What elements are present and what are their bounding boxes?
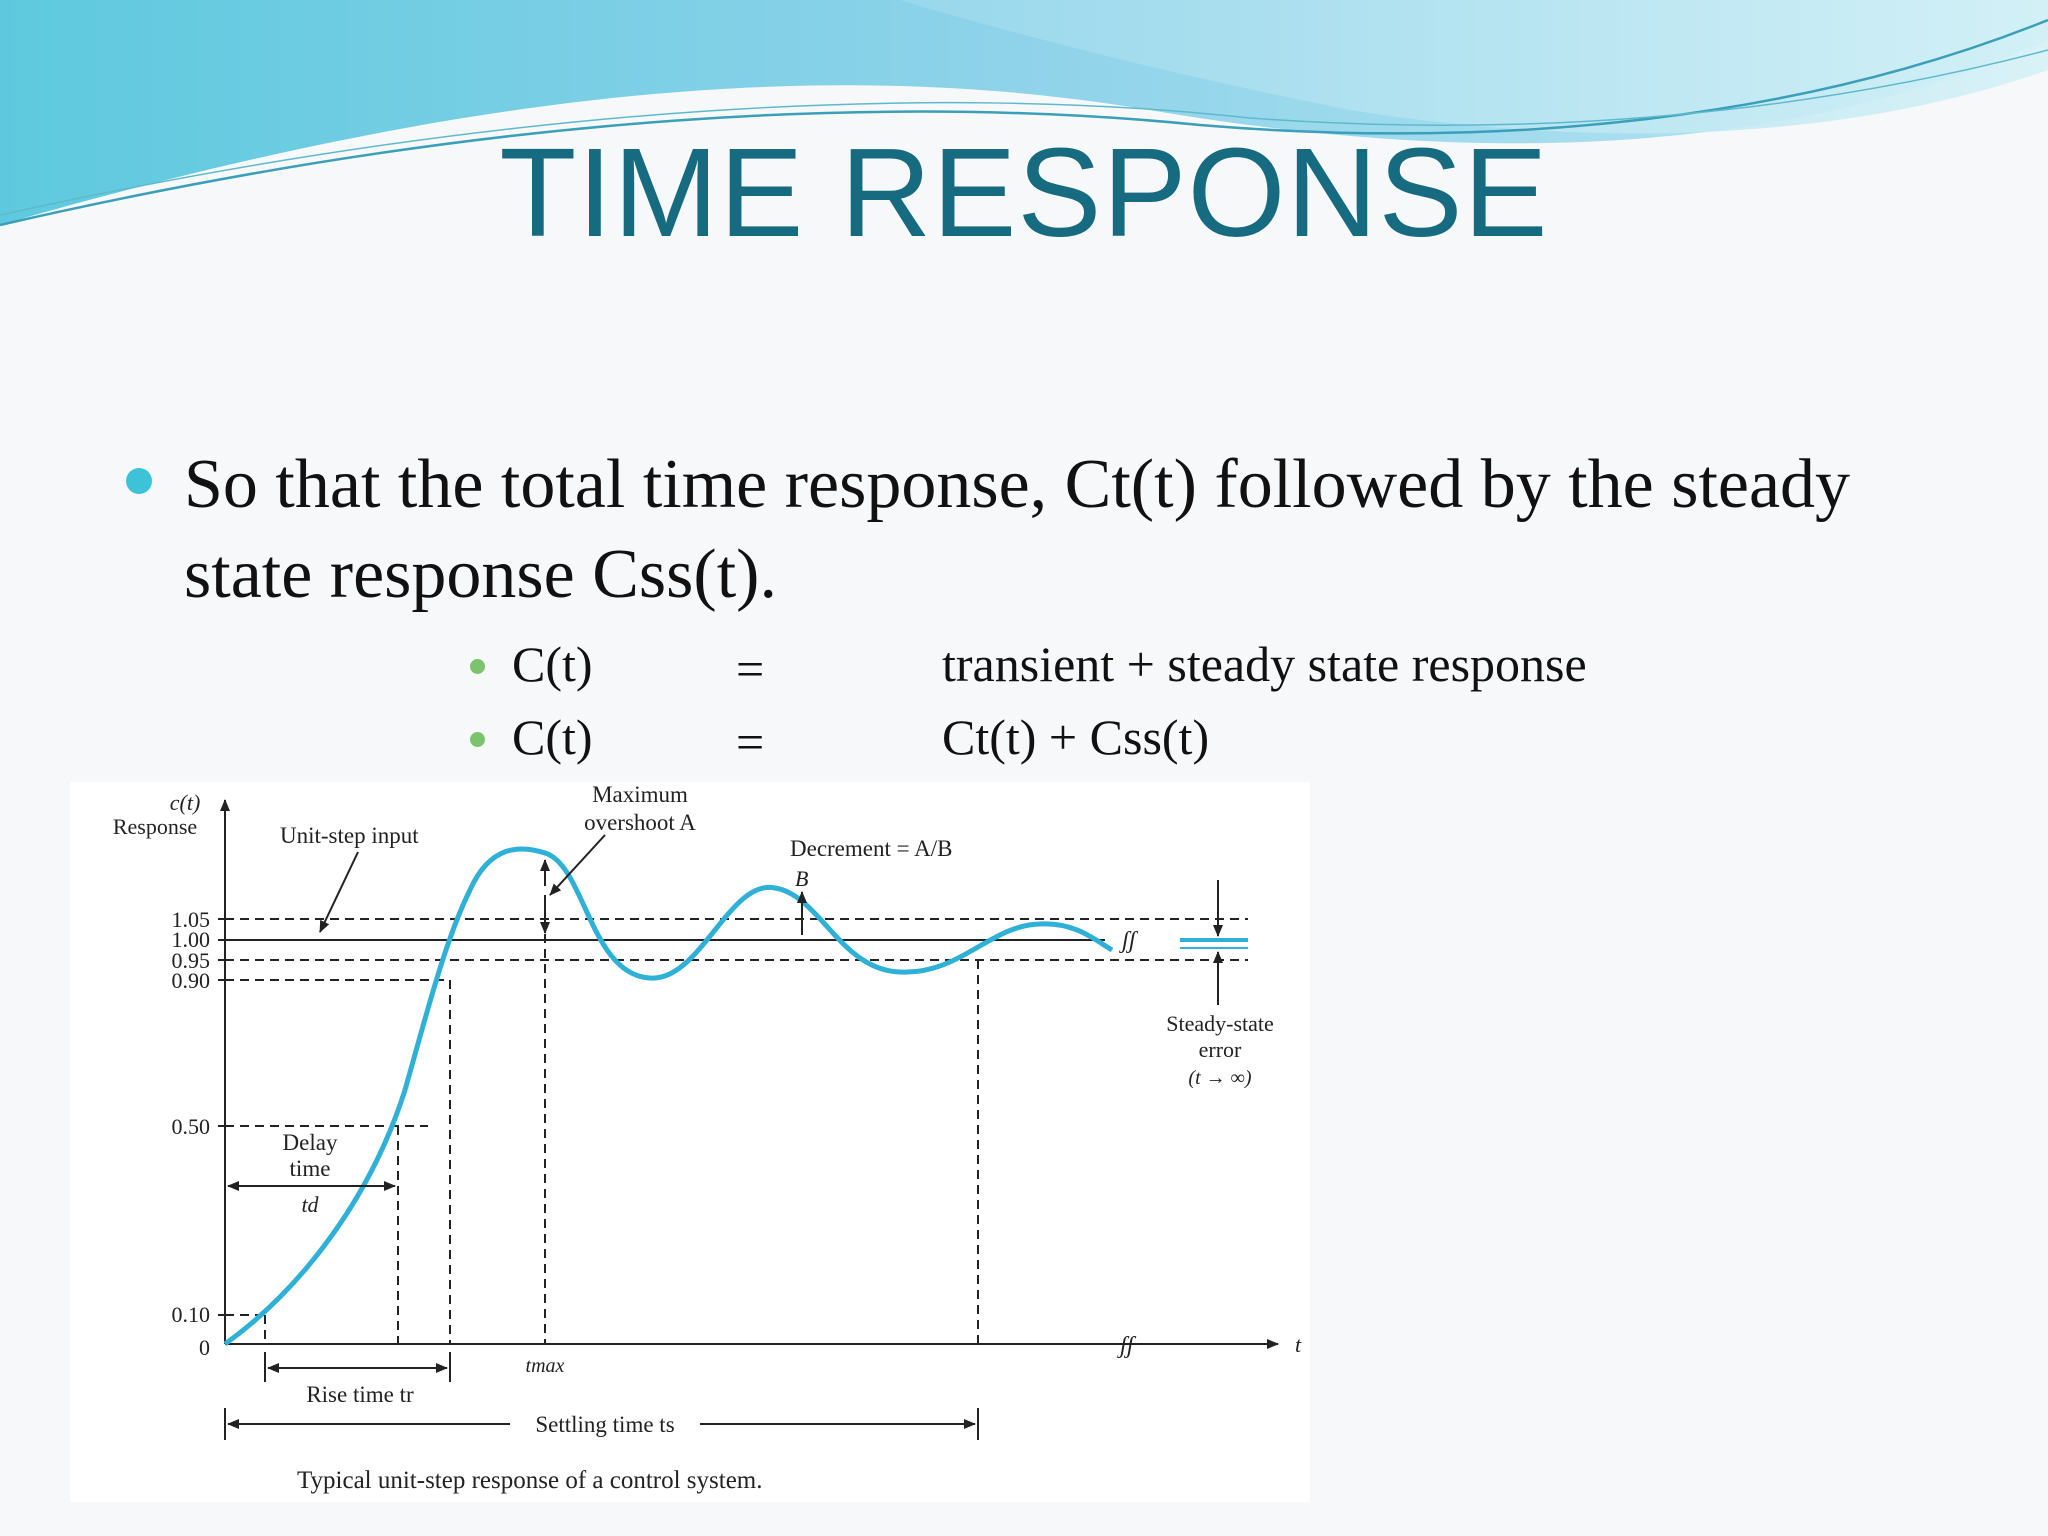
y-tick: 1.05 <box>172 907 211 932</box>
x-axis-label: t <box>1295 1332 1302 1357</box>
equation-2-equals: = <box>736 714 765 770</box>
y-tick: 0.10 <box>172 1302 211 1327</box>
step-response-figure: 1.05 1.00 0.95 0.90 0.50 0.10 0 c(t) Res… <box>70 782 1310 1502</box>
equation-2-lhs: C(t) <box>512 709 593 765</box>
steady-state-label: error <box>1199 1037 1242 1062</box>
td-label: td <box>301 1192 319 1217</box>
delay-time-label: Delay <box>283 1130 338 1155</box>
y-tick: 0 <box>199 1335 210 1360</box>
y-axis-label-response: Response <box>113 814 197 839</box>
steady-state-label: (t → ∞) <box>1188 1067 1251 1089</box>
y-axis-label-ct: c(t) <box>170 790 201 815</box>
sub-bullet-dot-icon <box>470 659 485 674</box>
y-tick-marks <box>218 918 225 1316</box>
slide-title: TIME RESPONSE <box>499 122 1549 263</box>
delay-time-label: time <box>290 1156 331 1181</box>
y-tick: 0.95 <box>172 948 211 973</box>
y-tick: 0.90 <box>172 968 211 993</box>
equation-1-lhs: C(t) <box>512 636 593 692</box>
sub-bullet-dot-icon <box>470 732 485 747</box>
steady-state-label: Steady-state <box>1166 1011 1274 1036</box>
unit-step-label: Unit-step input <box>280 823 419 848</box>
max-overshoot-pointer <box>549 834 606 896</box>
equation-1-equals: = <box>736 641 765 697</box>
equation-2-rhs: Ct(t) + Css(t) <box>942 709 1210 765</box>
bullet-dot-icon <box>126 468 152 494</box>
y-tick: 0.50 <box>172 1114 211 1139</box>
unit-step-arrow <box>319 851 359 933</box>
decrement-label: Decrement = A/B <box>790 836 952 861</box>
b-label: B <box>795 866 808 891</box>
settling-time-label: Settling time ts <box>535 1412 674 1437</box>
max-overshoot-label: overshoot A <box>584 810 696 835</box>
break-mark-icon: ʃʃ <box>1119 928 1139 954</box>
y-tick-labels: 1.05 1.00 0.95 0.90 0.50 0.10 0 <box>172 907 211 1360</box>
main-bullet-text: So that the total time response, Ct(t) f… <box>184 446 1851 613</box>
response-curve <box>223 846 1114 1347</box>
max-overshoot-label: Maximum <box>592 782 688 807</box>
equation-1-rhs: transient + steady state response <box>942 636 1587 692</box>
time-markers <box>264 919 979 1344</box>
rise-time-label: Rise time tr <box>306 1382 414 1407</box>
y-tick: 1.00 <box>172 927 211 952</box>
figure-caption: Typical unit-step response of a control … <box>297 1467 763 1494</box>
tolerance-lines <box>225 918 1248 1316</box>
break-mark-icon: ʃʃ <box>1117 1333 1137 1359</box>
tmax-label: tmax <box>526 1355 565 1377</box>
